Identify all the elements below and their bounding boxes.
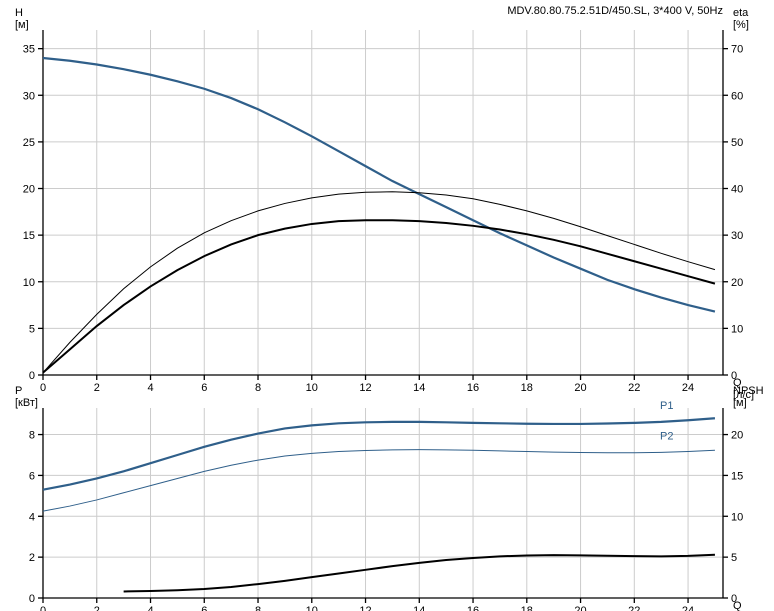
right-axis-label: eta [733, 7, 749, 19]
svg-text:[м]: [м] [15, 19, 29, 31]
svg-text:20: 20 [574, 382, 586, 394]
svg-text:5: 5 [731, 552, 737, 564]
left-axis-label: P [15, 385, 22, 397]
svg-text:20: 20 [23, 184, 35, 196]
svg-text:0: 0 [40, 382, 46, 394]
svg-text:40: 40 [731, 184, 743, 196]
svg-text:5: 5 [29, 323, 35, 335]
svg-text:20: 20 [731, 277, 743, 289]
svg-text:6: 6 [201, 382, 207, 394]
svg-text:24: 24 [682, 382, 694, 394]
svg-text:30: 30 [731, 230, 743, 242]
svg-text:12: 12 [359, 605, 371, 611]
svg-text:0: 0 [29, 370, 35, 382]
svg-text:10: 10 [731, 511, 743, 523]
svg-text:2: 2 [29, 552, 35, 564]
svg-text:4: 4 [147, 382, 153, 394]
svg-text:10: 10 [23, 277, 35, 289]
svg-text:14: 14 [413, 382, 425, 394]
svg-text:8: 8 [255, 605, 261, 611]
svg-text:[кВт]: [кВт] [15, 397, 38, 409]
svg-text:18: 18 [521, 605, 533, 611]
svg-text:6: 6 [201, 605, 207, 611]
P2-label: P2 [660, 430, 673, 442]
svg-text:60: 60 [731, 90, 743, 102]
svg-text:0: 0 [40, 605, 46, 611]
svg-text:30: 30 [23, 90, 35, 102]
svg-text:[м]: [м] [733, 397, 747, 409]
x-axis-label: Q [733, 600, 742, 611]
right-axis-label: NPSH [733, 385, 764, 397]
svg-text:22: 22 [628, 605, 640, 611]
svg-text:15: 15 [731, 470, 743, 482]
svg-text:10: 10 [306, 605, 318, 611]
svg-text:35: 35 [23, 44, 35, 56]
svg-text:8: 8 [255, 382, 261, 394]
svg-text:4: 4 [29, 511, 35, 523]
chart-title: MDV.80.80.75.2.51D/450.SL, 3*400 V, 50Hz [507, 5, 723, 17]
svg-text:25: 25 [23, 137, 35, 149]
svg-text:20: 20 [731, 430, 743, 442]
svg-text:16: 16 [467, 382, 479, 394]
svg-text:6: 6 [29, 470, 35, 482]
svg-text:10: 10 [306, 382, 318, 394]
svg-text:14: 14 [413, 605, 425, 611]
svg-text:4: 4 [147, 605, 153, 611]
svg-text:2: 2 [94, 382, 100, 394]
pump-curve-chart: MDV.80.80.75.2.51D/450.SL, 3*400 V, 50Hz… [0, 0, 774, 611]
svg-text:20: 20 [574, 605, 586, 611]
svg-text:8: 8 [29, 430, 35, 442]
svg-text:12: 12 [359, 382, 371, 394]
svg-text:16: 16 [467, 605, 479, 611]
svg-text:0: 0 [29, 593, 35, 605]
svg-text:50: 50 [731, 137, 743, 149]
left-axis-label: H [15, 7, 23, 19]
svg-text:2: 2 [94, 605, 100, 611]
P1-label: P1 [660, 400, 673, 412]
svg-text:24: 24 [682, 605, 694, 611]
svg-text:22: 22 [628, 382, 640, 394]
svg-text:15: 15 [23, 230, 35, 242]
svg-text:18: 18 [521, 382, 533, 394]
svg-text:10: 10 [731, 323, 743, 335]
svg-text:70: 70 [731, 44, 743, 56]
svg-text:[%]: [%] [733, 19, 749, 31]
